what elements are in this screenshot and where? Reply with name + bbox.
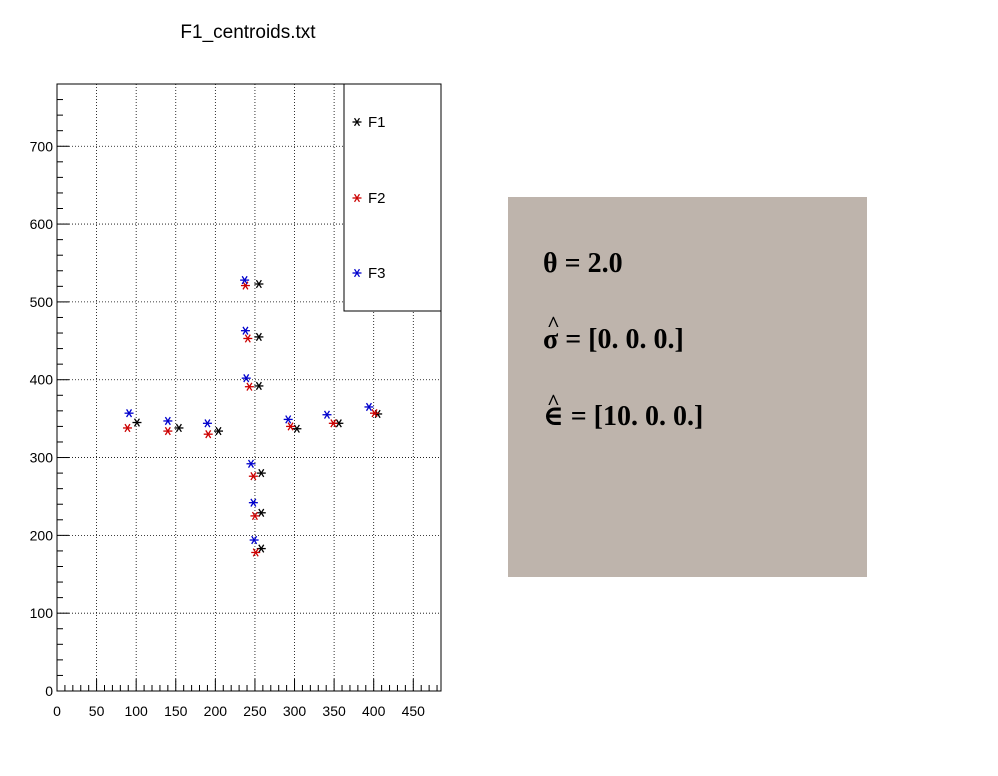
legend-label-f2: F2 [368,190,386,207]
point-f2 [122,423,132,433]
x-tick-label: 250 [243,703,267,719]
point-f1 [256,508,266,517]
y-tick-label: 700 [30,138,54,154]
point-f2 [286,422,296,431]
point-f1 [292,424,302,433]
chart-title: F1_centroids.txt [180,22,316,43]
x-tick-label: 100 [124,703,148,719]
x-tick-label: 350 [322,703,346,719]
point-f3 [322,410,332,419]
point-f2 [369,409,379,418]
point-f1 [256,544,266,553]
legend-marker-f3 [352,268,362,278]
point-f1 [256,468,266,478]
point-f3 [241,373,251,383]
sigma-value: σ = [0. 0. 0.] [543,324,684,355]
x-tick-label: 150 [164,703,188,719]
legend-label-f1: F1 [368,114,386,131]
point-f3 [124,409,134,418]
point-f3 [246,459,256,468]
y-tick-label: 100 [30,605,54,621]
point-f3 [163,416,173,426]
y-tick-labels: 0 100 200 300 400 500 600 700 [30,138,54,699]
legend-label-f3: F3 [368,265,386,282]
plot-frame [56,83,442,692]
info-box: θ = 2.0 ^ σ = [0. 0. 0.] ^ ∈ = [10. 0. 0… [508,197,867,577]
y-tick-label: 400 [30,372,54,388]
point-f2 [203,430,213,439]
point-f2 [328,419,338,428]
plot-area: 0 50 100 150 200 250 300 350 400 450 0 100 200 300 40… [30,83,442,719]
point-f3 [248,498,258,507]
point-f3 [283,415,293,424]
y-tick-label: 0 [45,683,53,699]
legend-marker-f1 [352,117,362,127]
data-points [122,275,383,557]
theta-value: θ = 2.0 [543,248,623,279]
point-f1 [132,418,142,427]
point-f2 [251,548,261,557]
y-tick-label: 300 [30,450,54,466]
x-tick-label: 0 [53,703,61,719]
point-f2 [243,334,253,343]
legend: F1 F2 F3 [343,83,442,312]
legend-marker-f2 [352,193,362,203]
point-f1 [254,381,264,391]
point-f3 [249,535,259,545]
y-tick-label: 600 [30,216,54,232]
epsilon-value: ∈ = [10. 0. 0.] [543,401,703,432]
point-f1 [174,423,184,433]
point-f1 [214,426,224,436]
info-background [508,197,867,577]
x-tick-label: 200 [204,703,228,719]
point-f1 [254,279,264,289]
x-tick-label: 50 [89,703,105,719]
x-tick-labels: 0 50 100 150 200 250 300 350 400 450 [53,703,425,719]
point-f1 [254,332,264,342]
y-tick-label: 200 [30,527,54,543]
x-tick-label: 400 [362,703,386,719]
sigma-hat: ^ [547,311,560,336]
grid [57,84,441,691]
epsilon-hat: ^ [547,389,560,414]
point-f2 [250,511,260,521]
point-f3 [202,419,212,428]
point-f2 [248,472,258,481]
point-f3 [240,326,250,335]
point-f3 [364,402,374,412]
x-tick-label: 300 [283,703,307,719]
point-f2 [163,426,173,436]
axis-ticks [56,83,438,692]
point-f3 [240,275,250,285]
x-tick-label: 450 [402,703,426,719]
point-f2 [244,382,254,391]
y-tick-label: 500 [30,294,54,310]
